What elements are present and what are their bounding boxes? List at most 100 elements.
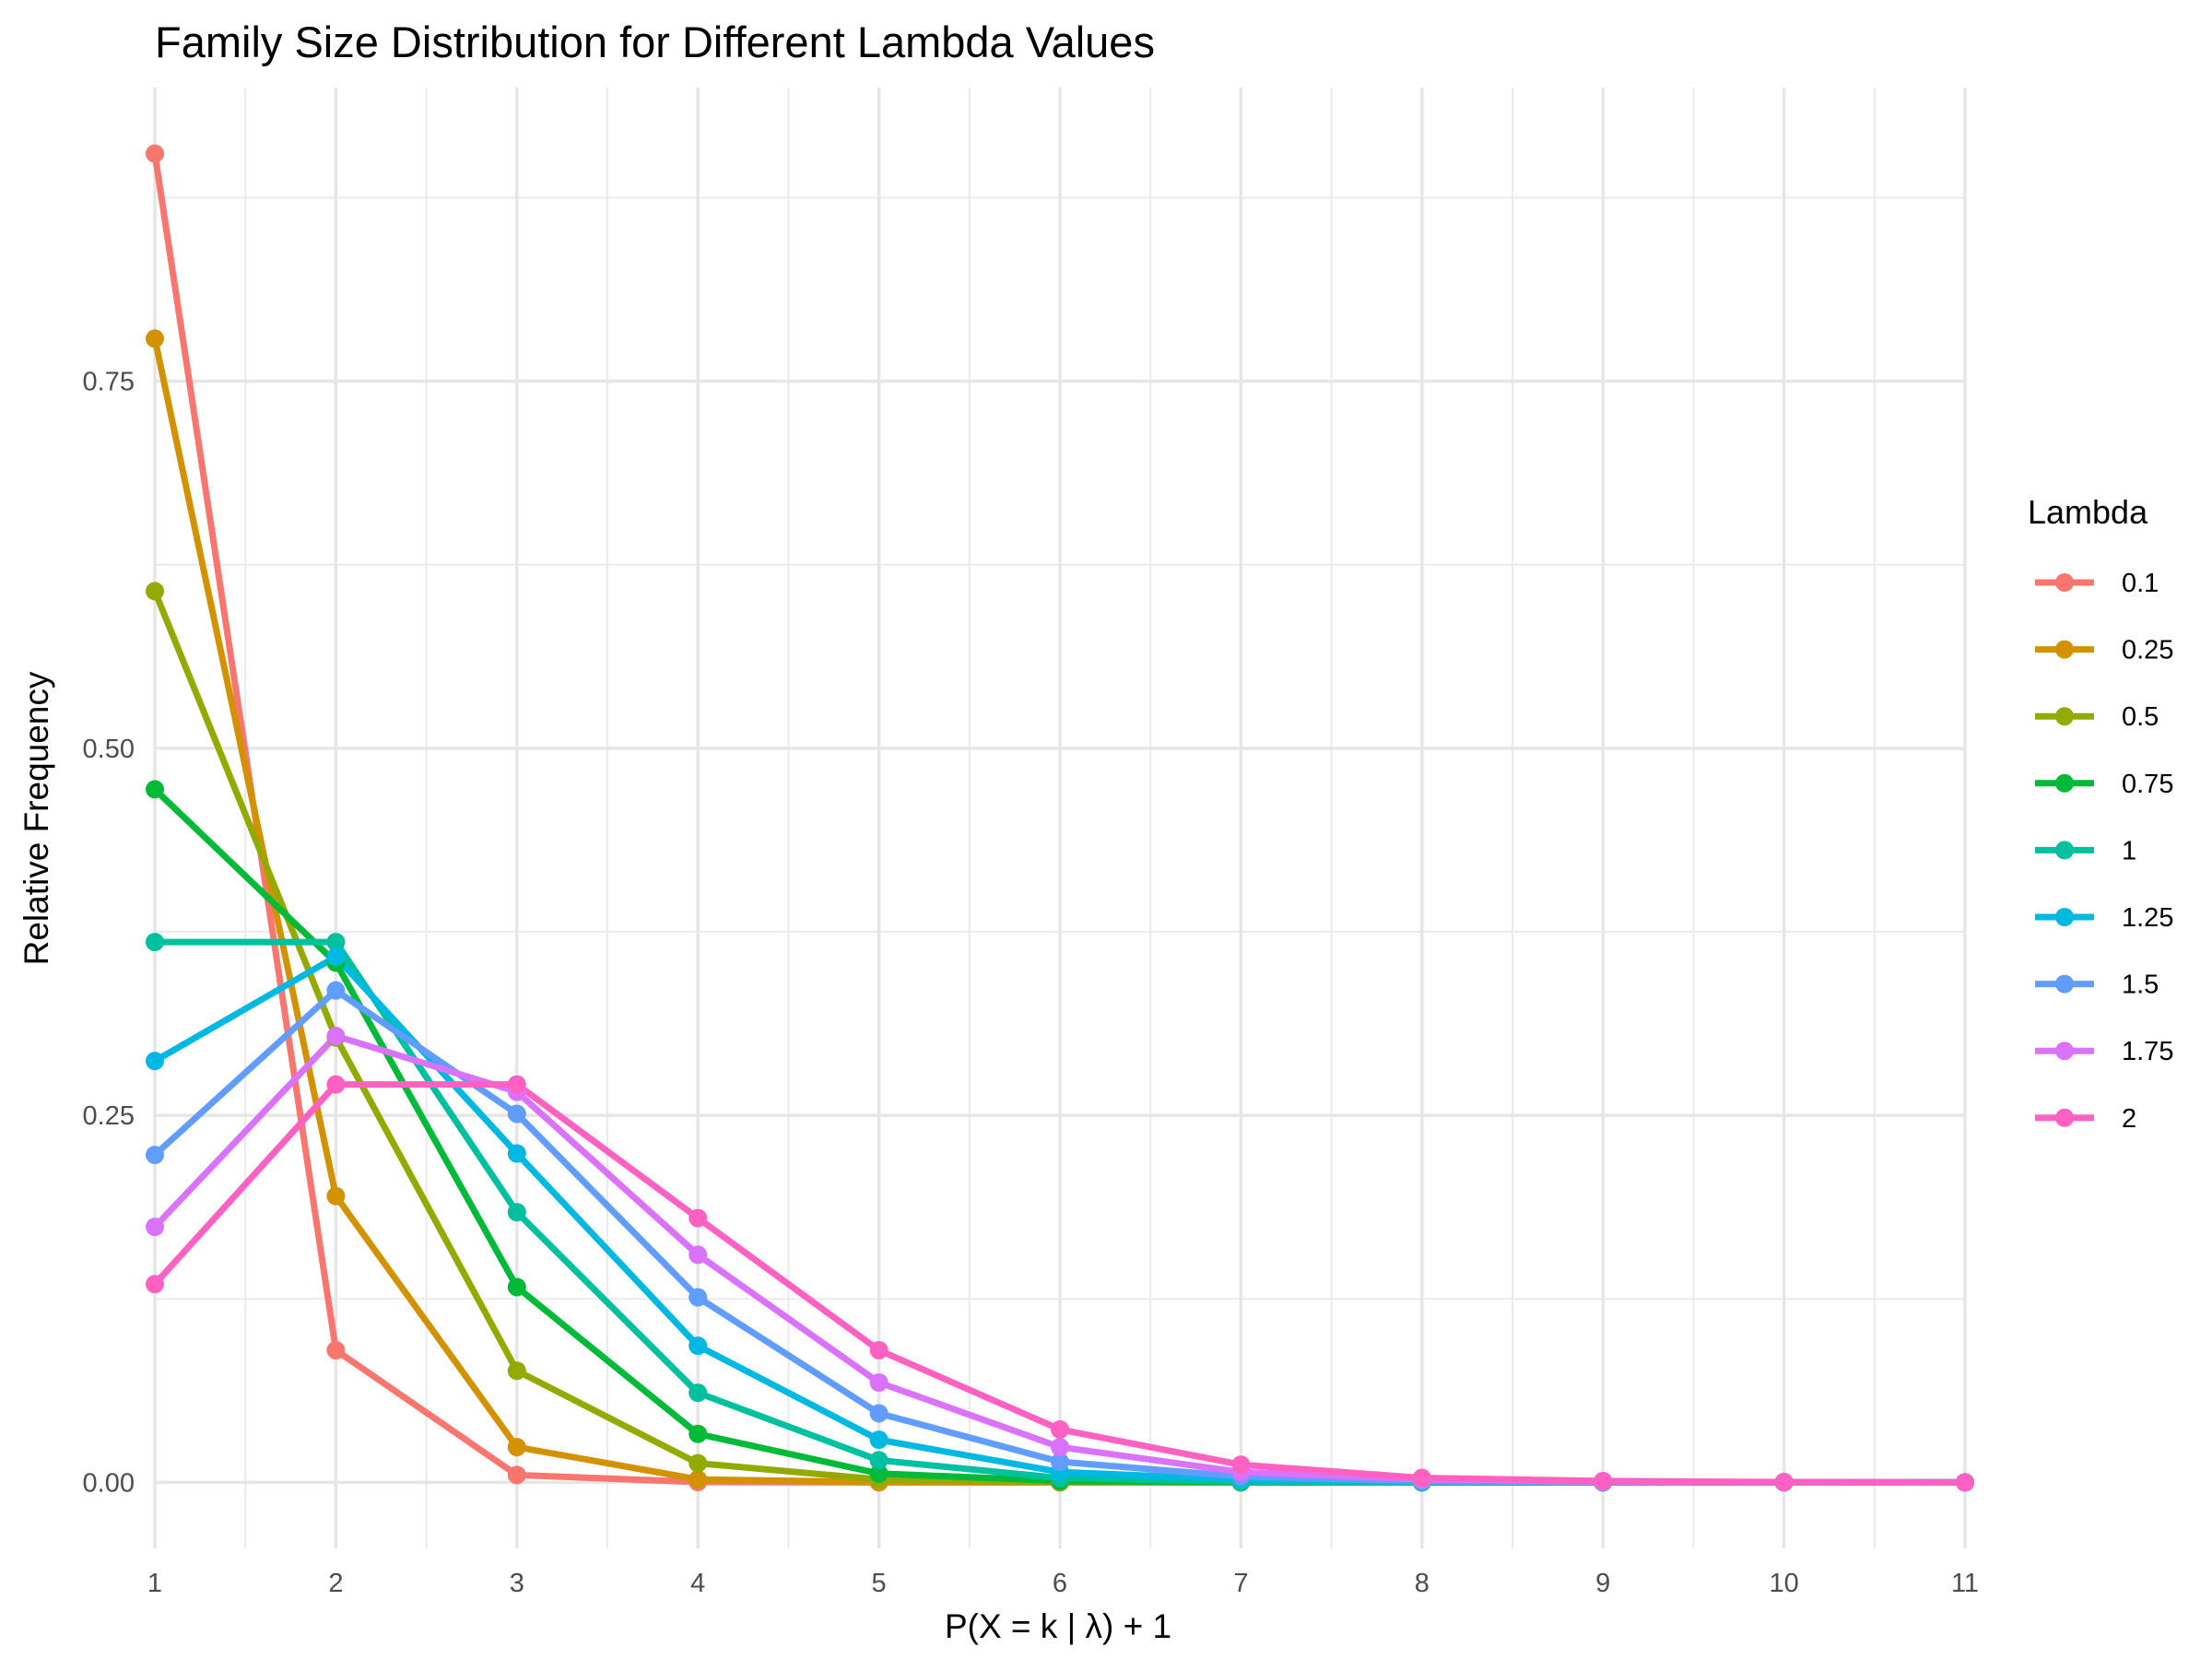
x-tick-label: 6: [1053, 1569, 1067, 1598]
data-point-1_25: [326, 947, 346, 967]
data-point-0_25: [326, 1186, 346, 1206]
x-tick-label: 2: [328, 1569, 343, 1598]
legend-label: 0.75: [2122, 770, 2173, 799]
data-point-1_25: [869, 1430, 888, 1450]
data-point-0_75: [688, 1424, 708, 1443]
legend: Lambda 0.1 0.25 0.5 0.75 1 1.25 1.5 1.75 2: [2028, 493, 2173, 1134]
x-tick-label: 10: [1769, 1569, 1798, 1598]
data-point-2: [1412, 1468, 1431, 1488]
x-tick-label: 3: [510, 1569, 524, 1598]
data-point-2: [1594, 1471, 1613, 1490]
y-tick-label: 0.25: [83, 1101, 135, 1131]
data-point-1_75: [1051, 1438, 1069, 1457]
x-axis-ticks: 1 2 3 4 5 6 7 8 9 10 11: [147, 1569, 1979, 1598]
data-point-1: [869, 1451, 888, 1470]
x-axis-title: P(X = k | λ) + 1: [945, 1607, 1171, 1645]
y-tick-label: 0.75: [83, 368, 135, 397]
gridlines: [153, 88, 1967, 1548]
legend-key-point: [2055, 707, 2074, 726]
legend-key-point: [2055, 841, 2074, 860]
data-point-1: [507, 1203, 526, 1222]
x-tick-label: 9: [1595, 1569, 1610, 1598]
x-tick-label: 4: [690, 1569, 705, 1598]
legend-item: 1.25: [2035, 903, 2173, 933]
data-point-2: [869, 1340, 888, 1359]
data-point-0_1: [507, 1465, 526, 1485]
legend-label: 1: [2122, 836, 2136, 865]
data-point-0_1: [146, 144, 164, 163]
legend-label: 1.25: [2122, 903, 2173, 933]
data-point-0_75: [146, 780, 164, 799]
data-point-1: [146, 933, 164, 952]
x-tick-label: 1: [147, 1569, 162, 1598]
legend-label: 1.5: [2122, 971, 2159, 1000]
data-point-1_5: [507, 1104, 526, 1124]
x-tick-label: 5: [872, 1569, 887, 1598]
data-point-1_25: [688, 1336, 708, 1356]
data-point-1_5: [688, 1288, 708, 1307]
legend-label: 1.75: [2122, 1037, 2173, 1066]
data-point-1_25: [146, 1052, 164, 1071]
data-point-2: [146, 1275, 164, 1294]
data-point-0_5: [688, 1453, 708, 1473]
legend-item: 0.75: [2035, 770, 2173, 799]
legend-item: 0.25: [2035, 636, 2173, 665]
data-point-1_5: [326, 981, 346, 1000]
data-point-0_1: [326, 1340, 346, 1359]
legend-label: 0.25: [2122, 636, 2173, 665]
legend-item: 0.1: [2035, 569, 2159, 598]
legend-item: 2: [2035, 1104, 2136, 1134]
data-point-2: [1231, 1455, 1251, 1475]
data-point-1: [688, 1383, 708, 1403]
data-point-0_25: [507, 1438, 526, 1457]
chart-title: Family Size Distribution for Different L…: [155, 18, 1155, 66]
legend-key-point: [2055, 773, 2074, 793]
data-point-1_5: [869, 1404, 888, 1423]
data-point-0_75: [869, 1464, 888, 1483]
legend-title: Lambda: [2028, 493, 2148, 531]
legend-key-point: [2055, 908, 2074, 926]
data-point-1: [326, 933, 346, 952]
x-tick-label: 8: [1415, 1569, 1430, 1598]
legend-key-point: [2055, 1041, 2074, 1061]
data-point-1_5: [146, 1146, 164, 1165]
y-axis-ticks: 0.00 0.25 0.50 0.75: [83, 368, 135, 1499]
legend-items: 0.1 0.25 0.5 0.75 1 1.25 1.5 1.75 2: [2035, 569, 2173, 1134]
data-point-0_75: [507, 1277, 526, 1297]
x-tick-label: 7: [1233, 1569, 1248, 1598]
data-point-1_75: [326, 1027, 346, 1046]
legend-key-point: [2055, 974, 2074, 994]
data-point-2: [1774, 1472, 1794, 1491]
data-point-1_25: [507, 1144, 526, 1163]
data-point-1_75: [869, 1372, 888, 1392]
data-point-2: [507, 1075, 526, 1094]
legend-label: 0.5: [2122, 702, 2159, 732]
x-tick-label: 11: [1951, 1569, 1979, 1598]
y-tick-label: 0.50: [83, 735, 135, 764]
data-point-0_5: [507, 1361, 526, 1381]
data-point-1_75: [688, 1245, 708, 1265]
legend-key-point: [2055, 1108, 2074, 1127]
y-axis-title: Relative Frequency: [18, 671, 55, 965]
data-point-1_75: [146, 1218, 164, 1237]
data-point-0_25: [688, 1470, 708, 1489]
legend-key-point: [2055, 640, 2074, 659]
legend-label: 2: [2122, 1104, 2136, 1134]
data-point-0_5: [146, 582, 164, 601]
data-point-0_25: [146, 329, 164, 348]
legend-item: 1.5: [2035, 971, 2159, 1000]
data-point-2: [1051, 1419, 1069, 1439]
y-tick-label: 0.00: [83, 1468, 135, 1498]
legend-key-point: [2055, 573, 2074, 592]
data-point-1_5: [1051, 1453, 1069, 1472]
data-point-2: [688, 1208, 708, 1228]
series-points: [146, 144, 1974, 1492]
legend-label: 0.1: [2122, 569, 2159, 598]
data-point-2: [326, 1075, 346, 1094]
legend-item: 1: [2035, 836, 2136, 865]
legend-item: 0.5: [2035, 702, 2159, 732]
legend-item: 1.75: [2035, 1037, 2173, 1066]
data-point-2: [1956, 1473, 1974, 1492]
